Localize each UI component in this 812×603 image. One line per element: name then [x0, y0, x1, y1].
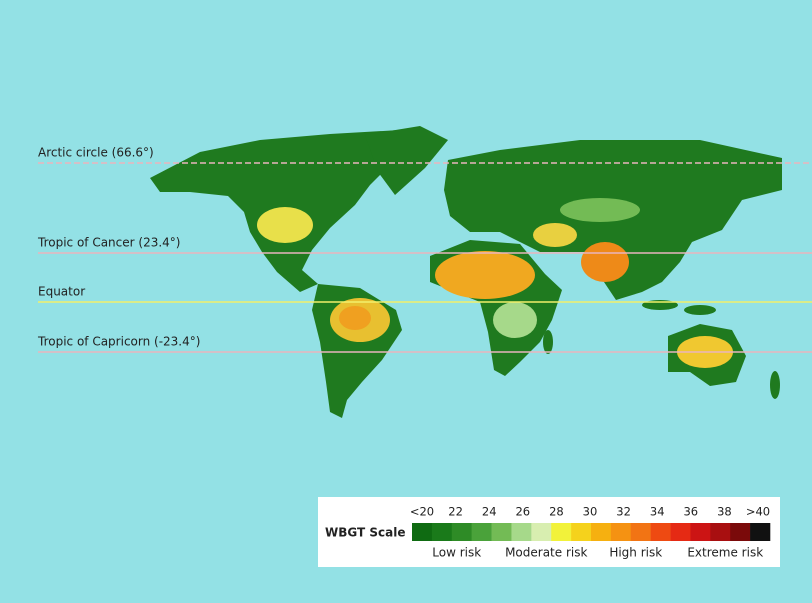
scale-tick-label: 22 — [448, 505, 463, 519]
scale-tick-label: 24 — [482, 505, 497, 519]
risk-label: Low risk — [432, 546, 481, 560]
risk-label: High risk — [609, 546, 662, 560]
scale-tick-label: >40 — [746, 505, 770, 519]
scale-tick-label: 38 — [717, 505, 732, 519]
scale-swatch — [431, 523, 453, 541]
scale-tick-label: 34 — [650, 505, 665, 519]
madagascar — [543, 330, 553, 354]
scale-swatch — [412, 523, 433, 541]
scale-swatch — [670, 523, 691, 541]
heat-patch — [339, 306, 371, 330]
scale-swatch — [750, 523, 771, 541]
scale-swatch — [551, 523, 572, 541]
heat-patch — [493, 302, 537, 338]
risk-label: Extreme risk — [687, 546, 763, 560]
scale-swatch — [451, 523, 472, 541]
heat-patch — [533, 223, 577, 247]
latitude-lines: Arctic circle (66.6°) Tropic of Cancer (2… — [37, 146, 812, 353]
scale-swatch — [571, 523, 592, 541]
heat-patch — [581, 242, 629, 282]
scale-swatch — [531, 523, 552, 541]
scale-swatch — [591, 523, 612, 541]
legend: <20 22 24 26 28 30 32 34 36 38 >40 Low risk Moderate… — [410, 505, 771, 560]
scale-swatch — [471, 523, 492, 541]
scale-swatch — [710, 523, 731, 541]
heat-patch — [257, 207, 313, 243]
scale-swatch — [610, 523, 632, 541]
scale-tick-label: 28 — [549, 505, 564, 519]
scale-swatch — [511, 523, 532, 541]
scale-tick-label: 26 — [515, 505, 530, 519]
scale-swatch — [690, 523, 711, 541]
scale-swatch — [650, 523, 671, 541]
scale-tick-label: 36 — [683, 505, 698, 519]
risk-label: Moderate risk — [505, 546, 587, 560]
latitude-label: Equator — [38, 285, 85, 299]
scale-swatch — [491, 523, 512, 541]
latitude-label: Tropic of Cancer (23.4°) — [37, 236, 180, 250]
greenland — [365, 126, 448, 195]
scale-tick-label: 30 — [583, 505, 598, 519]
heat-patches — [257, 198, 733, 368]
scale-swatch — [630, 523, 651, 541]
scale-swatch — [730, 523, 751, 541]
legend-title: WBGT Scale — [325, 526, 406, 540]
heat-patch — [435, 251, 535, 299]
scale-tick-label: 32 — [616, 505, 631, 519]
latitude-label: Arctic circle (66.6°) — [38, 146, 154, 160]
islands — [684, 305, 716, 315]
latitude-label: Tropic of Capricorn (-23.4°) — [37, 335, 200, 349]
new-zealand — [770, 371, 780, 399]
scale-tick-label: <20 — [410, 505, 434, 519]
heat-patch — [560, 198, 640, 222]
